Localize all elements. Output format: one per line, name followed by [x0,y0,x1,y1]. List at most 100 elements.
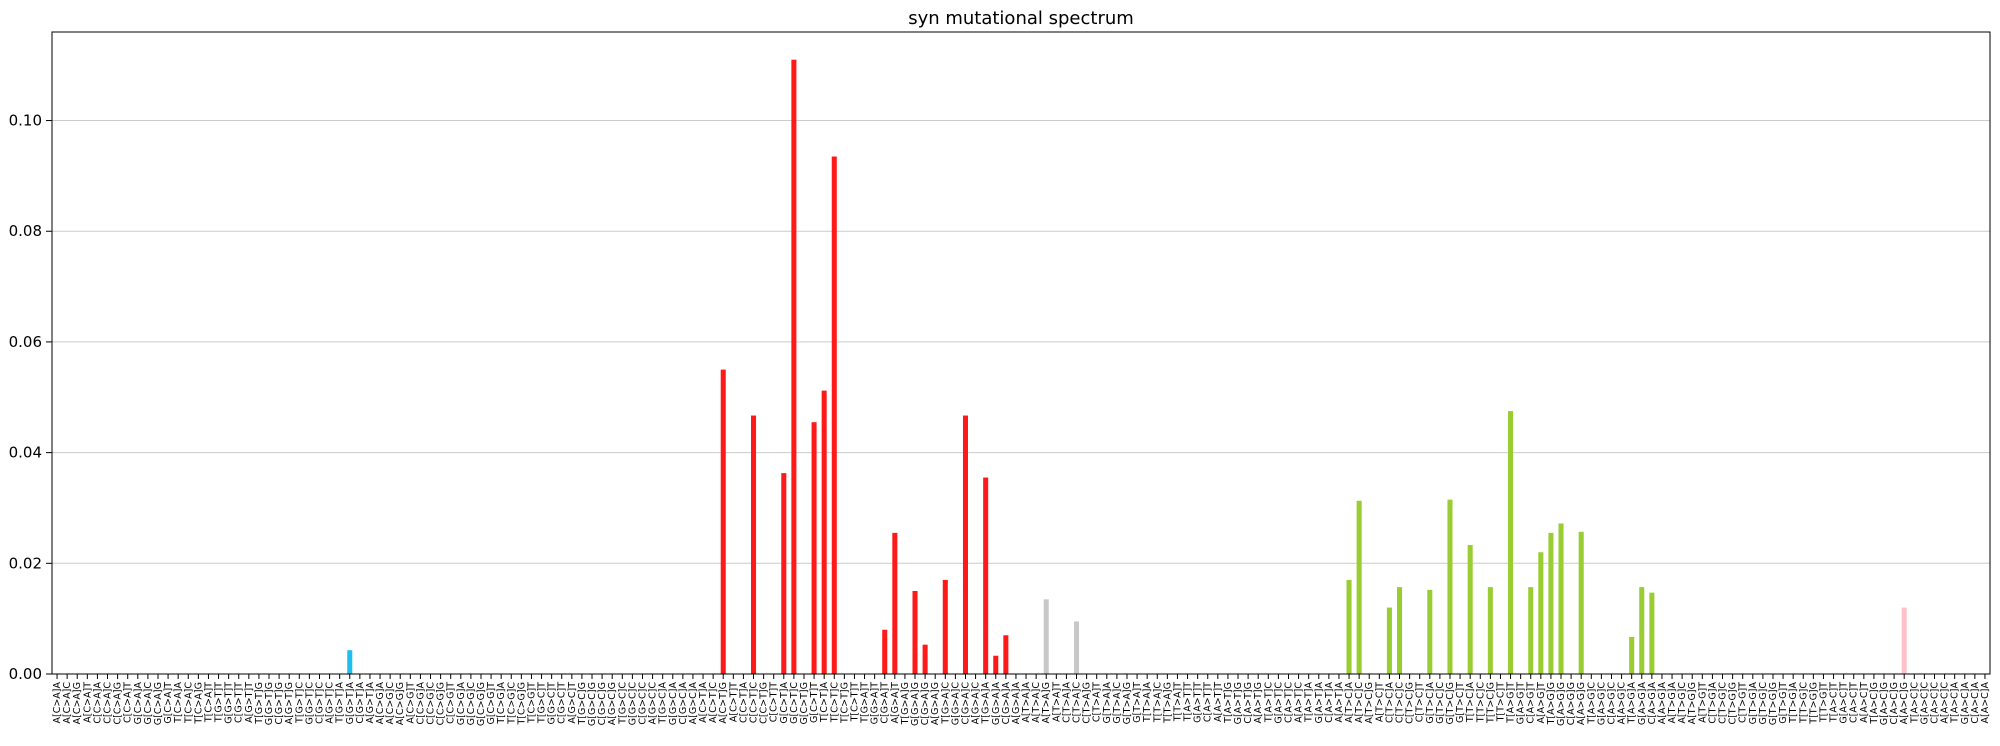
x-tick-label: G[G>C]T [547,682,558,725]
bar [1447,499,1453,674]
x-tick-label: A[T>A]T [1051,682,1062,722]
x-tick-label: G[C>A]T [163,682,174,724]
x-tick-label: C[C>G]A [415,681,426,724]
x-tick-label: A[C>G]G [395,682,406,725]
x-tick-label: G[T>A]G [1122,682,1133,724]
bar [942,579,948,674]
x-tick-label: G[C>G]T [486,682,497,725]
x-tick-label: A[A>T]G [1253,682,1264,724]
x-tick-label: T[A>G]T [1506,682,1517,724]
x-tick-label: T[G>A]T [860,682,871,724]
x-tick-label: G[G>T]C [304,682,315,725]
x-tick-label: A[T>A]C [1031,682,1042,723]
x-tick-label: G[A>G]C [1596,682,1607,726]
bar [1528,587,1534,674]
x-tick-label: A[G>C]T [567,682,578,724]
y-tick-label: 0.00 [9,665,42,683]
x-tick-label: G[T>C]A [1425,682,1436,724]
bar [1649,592,1655,674]
x-tick-label: A[A>G]C [1617,682,1628,725]
bar [811,422,817,674]
bar [831,156,837,674]
x-tick-label: C[C>A]A [92,682,103,724]
x-tick-label: A[G>C]A [688,682,699,725]
x-tick-label: C[A>C]G [1889,682,1900,725]
axes [51,31,1991,675]
x-tick-label: A[A>T]A [1334,681,1345,722]
bar [1487,587,1493,674]
bar [1356,500,1362,674]
bar [1578,531,1584,674]
x-tick-label: T[C>T]A [819,682,830,724]
x-tick-label: T[G>T]G [254,682,265,725]
x-tick-label: T[G>A]G [900,682,911,725]
bar [922,644,928,674]
x-tick-label: T[C>T]C [829,682,840,724]
x-tick-label: C[A>C]C [1929,682,1940,724]
x-tick-label: A[G>T]G [284,682,295,724]
x-tick-label: T[C>T]T [849,682,860,723]
x-tick-label: G[A>C]C [1919,682,1930,725]
bar [1396,587,1403,674]
x-tick-label: C[T>A]C [1072,682,1083,723]
x-tick-label: C[G>T]A [355,682,366,724]
x-tick-label: T[C>G]A [496,682,507,725]
x-tick-label: A[A>C]A [1980,682,1991,724]
x-tick-label: T[C>T]G [839,682,850,724]
x-tick-label: C[G>A]C [960,682,971,725]
x-tick-label: G[A>C]G [1879,682,1890,725]
x-tick-label: G[G>C]C [627,682,638,726]
x-tick-label: C[A>T]T [1203,682,1214,722]
x-tick-label: G[G>T]G [264,682,275,725]
x-tick-label: C[C>T]A [738,682,749,723]
x-tick-label: A[A>G]A [1657,682,1668,725]
x-tick-label: A[T>A]A [1021,681,1032,722]
x-tick-label: C[T>C]A [1384,682,1395,723]
bar [1629,636,1635,674]
x-tick-label: G[T>A]C [1112,682,1123,724]
x-tick-label: C[T>A]A [1061,682,1072,723]
x-tick-label: G[A>G]G [1556,682,1567,726]
x-tick-label: T[T>A]C [1152,682,1163,723]
x-tick-label: A[C>G]A [375,682,386,725]
x-tick-label: T[T>G]C [1798,682,1809,724]
x-tick-label: T[A>C]C [1909,682,1920,724]
bar [983,477,989,674]
x-tick-label: G[C>G]A [456,682,467,726]
x-tick-label: C[T>G]G [1728,682,1739,725]
x-tick-label: T[T>C]G [1485,682,1496,724]
x-tick-label: G[A>T]C [1273,682,1284,724]
x-tick-label: G[C>A]A [133,682,144,725]
x-tick-label: G[T>C]G [1445,682,1456,725]
bar [1003,635,1009,674]
x-tick-label: A[C>G]T [405,682,416,724]
x-tick-label: T[C>G]G [516,682,527,726]
x-tick-label: T[G>A]C [940,682,951,725]
x-tick-label: C[T>G]T [1738,682,1749,723]
x-tick-label: T[A>C]G [1869,682,1880,725]
x-tick-label: A[A>T]T [1213,682,1224,722]
x-tick-label: A[T>C]G [1364,682,1375,724]
x-tick-label: C[C>A]T [123,682,134,723]
x-tick-label: T[G>C]C [617,682,628,725]
x-tick-label: T[G>C]T [537,682,548,724]
x-tick-label: G[T>C]T [1455,682,1466,723]
x-tick-label: T[T>A]T [1172,682,1183,722]
x-tick-label: A[A>C]T [1859,682,1870,723]
x-tick-label: C[C>T]T [769,682,780,722]
x-tick-label: C[A>G]G [1566,682,1577,725]
x-tick-label: T[T>G]T [1818,682,1829,723]
x-tick-label: C[G>C]A [678,681,689,724]
x-tick-label: T[T>C]C [1475,682,1486,724]
x-tick-label: T[T>C]A [1465,682,1476,724]
x-tick-label: A[C>T]C [708,682,719,723]
x-tick-label: C[G>T]T [234,682,245,723]
x-tick-label: G[T>G]G [1768,682,1779,725]
x-tick-label: C[A>C]T [1849,682,1860,723]
chart-title: syn mutational spectrum [908,8,1134,29]
x-tick-label: G[G>C]A [668,682,679,726]
x-tick-label: C[A>G]C [1606,682,1617,725]
x-tick-label: G[A>C]T [1839,682,1850,724]
x-tick-label: C[G>C]T [557,682,568,724]
